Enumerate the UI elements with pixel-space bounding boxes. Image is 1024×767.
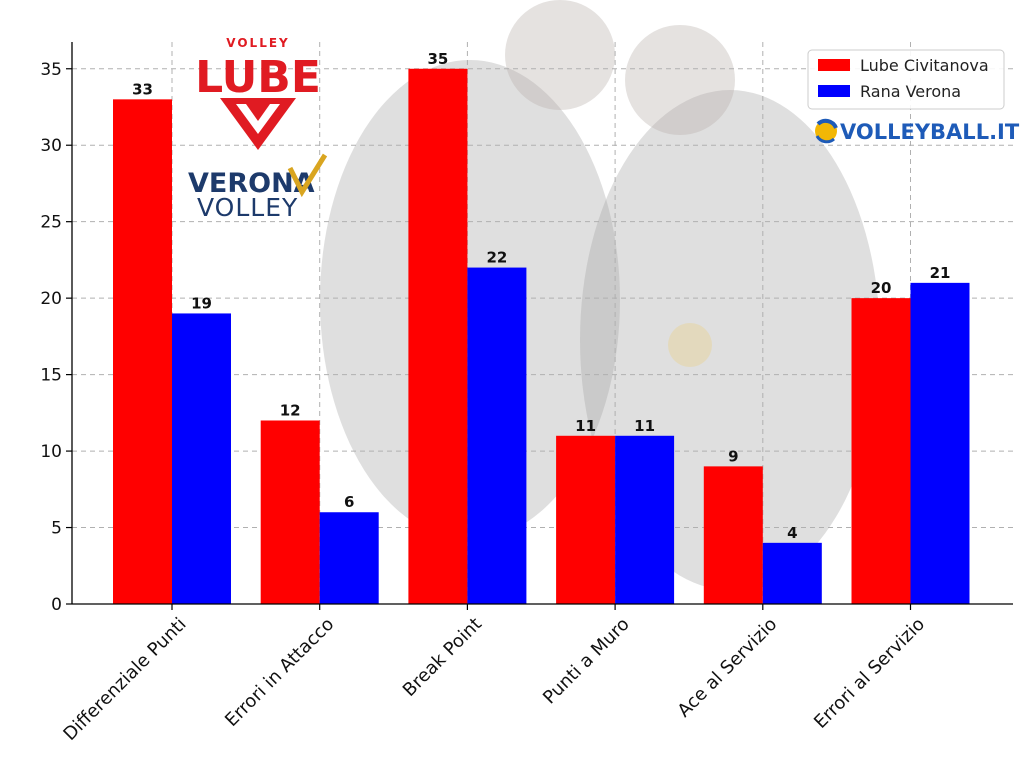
lube-logo: VOLLEY LUBE	[195, 36, 321, 150]
bar	[910, 282, 970, 604]
x-tick-label: Break Point	[399, 614, 486, 701]
bar	[319, 512, 379, 604]
legend-label-lube: Lube Civitanova	[860, 56, 989, 75]
data-label: 21	[930, 264, 951, 282]
data-label: 19	[191, 294, 212, 312]
legend-swatch-lube	[818, 59, 850, 71]
bar	[762, 542, 822, 604]
bar	[172, 313, 231, 604]
bar	[556, 435, 616, 604]
data-label: 6	[344, 493, 354, 511]
svg-text:LUBE: LUBE	[195, 52, 321, 103]
data-label: 20	[871, 279, 892, 297]
data-label: 4	[787, 524, 797, 542]
volleyball-it-logo: VOLLEYBALL.IT	[815, 118, 1020, 144]
data-label: 9	[728, 447, 738, 465]
legend-label-verona: Rana Verona	[860, 82, 961, 101]
svg-text:VOLLEYBALL.IT: VOLLEYBALL.IT	[840, 120, 1020, 144]
bar	[260, 420, 320, 604]
y-tick-label: 15	[40, 366, 62, 386]
y-tick-label: 35	[40, 60, 62, 80]
bar	[408, 68, 468, 604]
y-tick-label: 10	[40, 442, 62, 462]
x-tick-label: Ace al Servizio	[674, 614, 782, 722]
verona-logo: VERONA VOLLEY	[188, 153, 328, 222]
y-tick-label: 30	[40, 136, 62, 156]
bar	[703, 466, 763, 604]
y-tick-label: 0	[51, 595, 62, 615]
svg-text:VOLLEY: VOLLEY	[226, 36, 289, 50]
x-tick-label: Differenziale Punti	[59, 614, 190, 745]
x-tick-label: Punti a Muro	[539, 614, 634, 709]
bar	[615, 435, 675, 604]
svg-text:VOLLEY: VOLLEY	[197, 193, 298, 222]
legend-swatch-verona	[818, 85, 850, 97]
data-label: 33	[132, 80, 153, 98]
bar	[467, 267, 527, 604]
y-tick-label: 25	[40, 213, 62, 233]
data-label: 12	[280, 401, 301, 419]
data-label: 35	[427, 50, 448, 68]
legend: Lube Civitanova Rana Verona	[807, 49, 1005, 110]
y-tick-label: 5	[51, 519, 62, 539]
data-label: 11	[575, 417, 596, 435]
x-tick-label: Errori in Attacco	[221, 614, 338, 731]
data-label: 11	[634, 417, 655, 435]
bar	[851, 298, 911, 604]
bar	[113, 99, 172, 605]
x-tick-label: Errori al Servizio	[810, 614, 929, 733]
y-tick-label: 20	[40, 289, 62, 309]
data-label: 22	[486, 249, 507, 267]
axes	[66, 42, 1013, 610]
bars	[113, 68, 970, 605]
